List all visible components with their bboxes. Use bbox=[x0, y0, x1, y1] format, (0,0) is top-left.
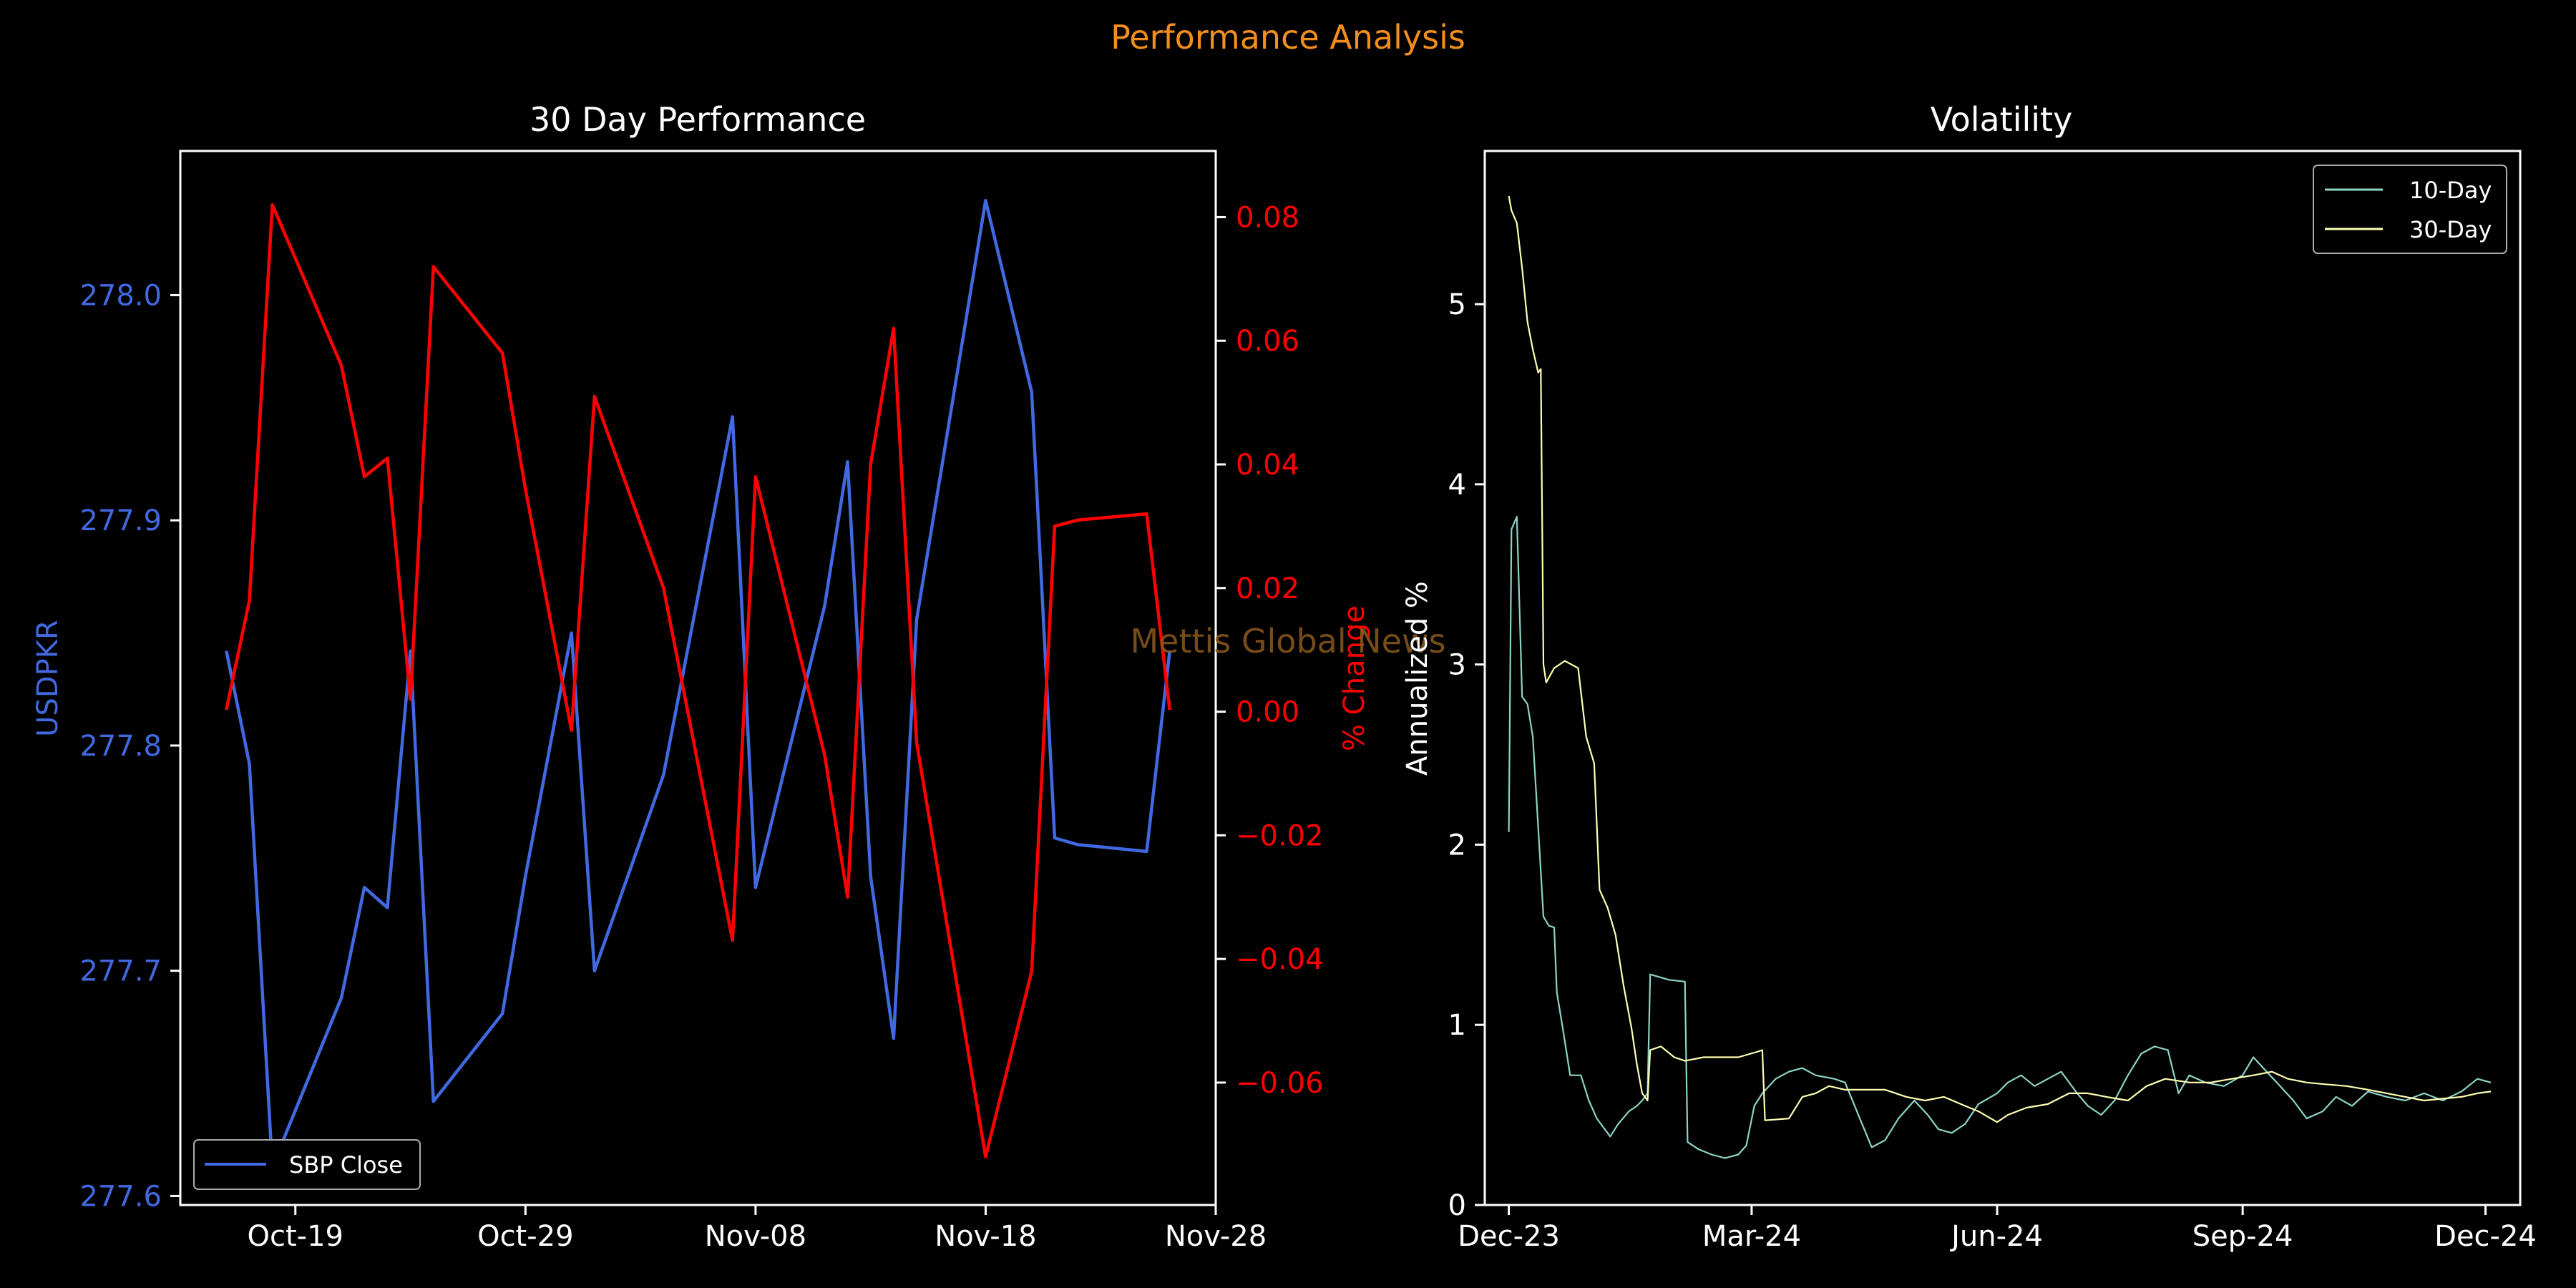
y-tick-label: 277.6 bbox=[79, 1180, 162, 1213]
y-tick-label: 3 bbox=[1448, 649, 1466, 682]
x-tick-label: Dec-23 bbox=[1458, 1220, 1560, 1253]
volatility-chart: Volatility Dec-23 Mar-24 Jun-24 Sep-24 Dec-2… bbox=[1401, 100, 2537, 1253]
performance-y-axis-label: USDPKR bbox=[31, 620, 64, 737]
series-line-sbp-close bbox=[225, 198, 1171, 1169]
watermark: Mettis Global News bbox=[1130, 622, 1445, 660]
series-line-pct-change bbox=[225, 203, 1171, 1158]
performance-legend: SBP Close bbox=[193, 1139, 421, 1190]
y2-tick-label: 0.02 bbox=[1236, 572, 1299, 605]
y-tick-label: 0 bbox=[1448, 1189, 1466, 1222]
x-tick-label: Jun-24 bbox=[1949, 1220, 2043, 1253]
legend-label-sbp-close: SBP Close bbox=[289, 1151, 403, 1179]
y2-tick-label: −0.02 bbox=[1236, 819, 1324, 852]
performance-plot-frame bbox=[179, 150, 1217, 1206]
volatility-chart-title: Volatility bbox=[1931, 100, 2073, 139]
performance-chart: 30 Day Performance Oct-19 Oct-29 Nov-08 Nov… bbox=[31, 100, 1371, 1253]
x-tick-label: Sep-24 bbox=[2192, 1220, 2293, 1253]
x-tick-label: Nov-28 bbox=[1165, 1220, 1267, 1253]
volatility-y-axis-label: Annualized % bbox=[1401, 581, 1434, 776]
x-tick-label: Oct-29 bbox=[477, 1220, 574, 1253]
y2-tick-label: 0.08 bbox=[1236, 201, 1299, 234]
y-tick-label: 277.8 bbox=[79, 730, 162, 763]
volatility-legend: 10-Day 30-Day bbox=[2313, 165, 2507, 254]
legend-label-10-day: 10-Day bbox=[2409, 177, 2492, 204]
series-line-10-day bbox=[1508, 515, 2492, 1159]
performance-y2-axis-label: % Change bbox=[1338, 605, 1371, 751]
series-line-30-day bbox=[1508, 195, 2492, 1123]
y-tick-label: 277.7 bbox=[79, 955, 162, 988]
y-tick-label: 277.9 bbox=[79, 504, 162, 537]
x-tick-label: Oct-19 bbox=[248, 1220, 344, 1253]
volatility-legend-box bbox=[2313, 165, 2507, 254]
x-tick-label: Mar-24 bbox=[1702, 1220, 1801, 1253]
x-tick-label: Dec-24 bbox=[2434, 1220, 2537, 1253]
performance-chart-title: 30 Day Performance bbox=[530, 100, 866, 139]
legend-label-30-day: 30-Day bbox=[2409, 216, 2492, 243]
y-tick-label: 1 bbox=[1448, 1009, 1466, 1042]
y2-tick-label: 0.04 bbox=[1236, 449, 1299, 482]
performance-legend-box bbox=[193, 1139, 421, 1190]
y2-tick-label: −0.06 bbox=[1236, 1067, 1324, 1100]
figure-title: Performance Analysis bbox=[1111, 18, 1465, 57]
y2-tick-label: −0.04 bbox=[1236, 943, 1324, 976]
y-tick-label: 4 bbox=[1448, 469, 1466, 502]
volatility-plot-frame bbox=[1483, 150, 2522, 1206]
x-tick-label: Nov-08 bbox=[705, 1220, 806, 1253]
y-tick-label: 2 bbox=[1448, 829, 1466, 862]
y-tick-label: 5 bbox=[1448, 288, 1466, 321]
y-tick-label: 278.0 bbox=[79, 279, 162, 312]
y2-tick-label: 0.00 bbox=[1236, 696, 1299, 729]
x-tick-label: Nov-18 bbox=[935, 1220, 1036, 1253]
y2-tick-label: 0.06 bbox=[1236, 325, 1299, 358]
